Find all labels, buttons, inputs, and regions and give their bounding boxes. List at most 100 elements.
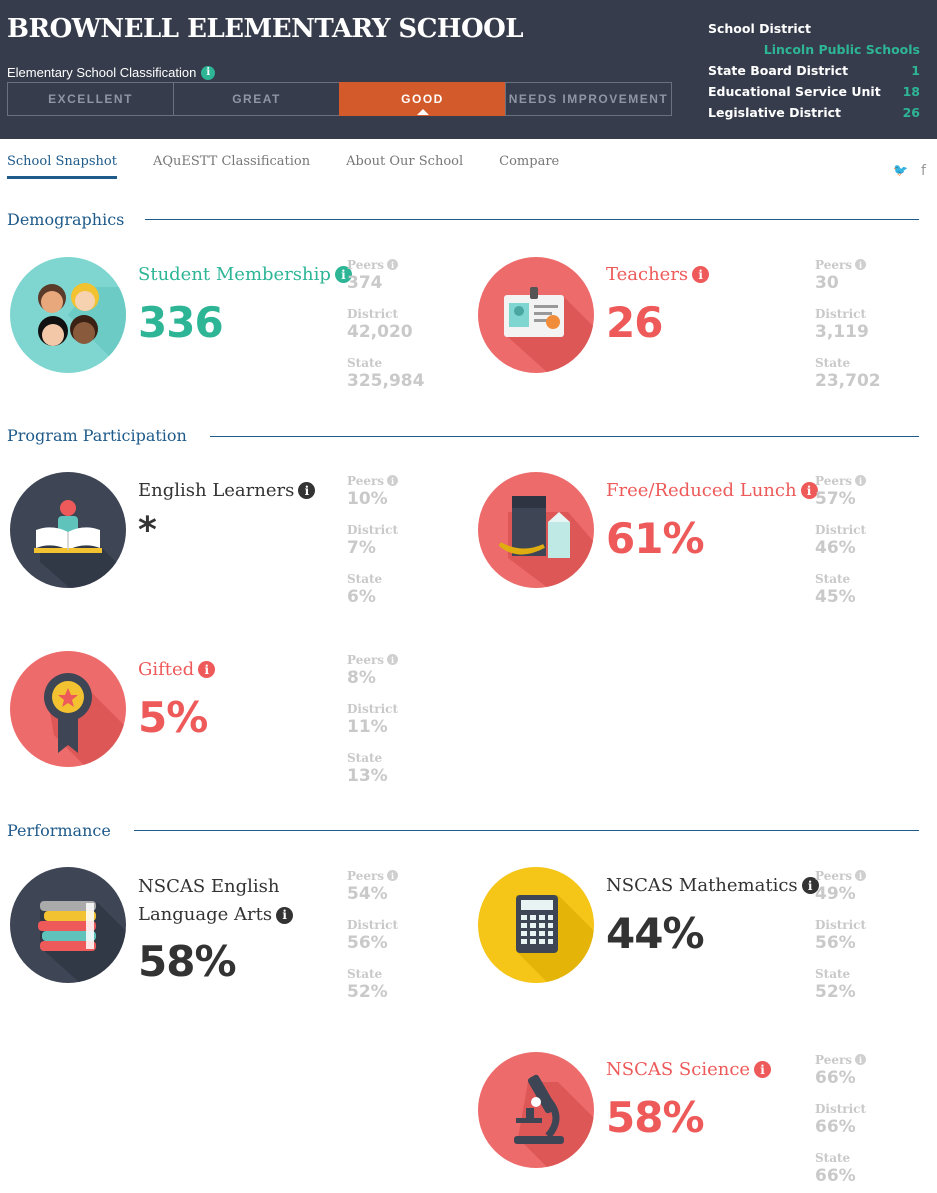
facebook-icon[interactable]: f [921, 163, 926, 179]
district-value: 46% [815, 538, 856, 558]
gifted-comparisons: Peers i 8% District 11% State 13% [347, 651, 447, 798]
nscas-science-label-text: NSCAS Science [606, 1059, 751, 1080]
school-header: BROWNELL ELEMENTARY SCHOOL Elementary Sc… [0, 0, 937, 139]
tab-school-snapshot[interactable]: School Snapshot [7, 153, 117, 179]
info-icon[interactable]: i [387, 259, 399, 270]
state-value: 6% [347, 587, 376, 607]
district-label: District [347, 701, 398, 716]
peers-value: 10% [347, 489, 388, 509]
rating-excellent[interactable]: EXCELLENT [7, 82, 174, 116]
peers-value: 54% [347, 884, 388, 904]
state-label: State [347, 571, 383, 586]
tab-about-our-school[interactable]: About Our School [346, 154, 464, 169]
english-learners-label: English Learners i [138, 480, 316, 501]
program-participation-title: Program Participation [7, 425, 187, 445]
state-value: 52% [347, 982, 388, 1002]
students-icon [10, 257, 126, 373]
state-label: State [347, 355, 383, 370]
peers-value: 49% [815, 884, 856, 904]
state-label: State [815, 1150, 851, 1165]
legislative-label: Legislative District [708, 105, 841, 120]
esu-value: 18 [902, 84, 920, 99]
snapshot-nav: School Snapshot AQuESTT Classification A… [7, 153, 559, 179]
school-district-label: School District [708, 21, 812, 36]
rating-great[interactable]: GREAT [173, 82, 340, 116]
classification-label-text: Elementary School Classification [7, 65, 197, 80]
district-value: 42,020 [347, 322, 413, 342]
district-value: 11% [347, 717, 388, 737]
nscas-science-comparisons: Peers i 66% District 66% State 66% [815, 1051, 915, 1193]
info-icon[interactable]: i [801, 877, 819, 894]
info-icon[interactable]: i [201, 65, 216, 80]
info-icon[interactable]: i [692, 266, 710, 283]
district-label: District [347, 917, 398, 932]
peers-value: 374 [347, 273, 383, 293]
nscas-ela-label: NSCAS English Language Arts i [138, 873, 338, 929]
state-value: 52% [815, 982, 856, 1002]
student-membership-label-text: Student Membership [138, 264, 331, 285]
peers-label: Peers [347, 473, 385, 488]
peers-label: Peers [815, 257, 853, 272]
peers-value: 66% [815, 1068, 856, 1088]
info-icon[interactable]: i [387, 475, 399, 486]
performance-heading: Performance [7, 819, 111, 841]
free-reduced-lunch-label: Free/Reduced Lunch i [606, 480, 818, 501]
district-value: 66% [815, 1117, 856, 1137]
district-value: 56% [815, 933, 856, 953]
district-label: District [815, 1101, 866, 1116]
gifted-value: 5% [138, 693, 208, 742]
nscas-ela-label-line1: NSCAS English [138, 876, 280, 897]
tab-compare[interactable]: Compare [499, 154, 560, 169]
info-icon[interactable]: i [387, 654, 399, 665]
teachers-value: 26 [606, 298, 663, 347]
district-value: 7% [347, 538, 376, 558]
nscas-science-label: NSCAS Science i [606, 1059, 772, 1080]
state-value: 23,702 [815, 371, 881, 391]
section-divider [145, 219, 919, 220]
info-icon[interactable]: i [754, 1061, 772, 1078]
peers-value: 8% [347, 668, 376, 688]
demographics-title: Demographics [7, 209, 125, 229]
peers-label: Peers [815, 473, 853, 488]
info-icon[interactable]: i [800, 482, 818, 499]
info-icon[interactable]: i [198, 661, 216, 678]
school-name: BROWNELL ELEMENTARY SCHOOL [7, 14, 524, 44]
performance-title: Performance [7, 820, 111, 840]
esu-row: Educational Service Unit 18 [708, 81, 920, 102]
district-value: 56% [347, 933, 388, 953]
info-icon[interactable]: i [855, 1054, 867, 1065]
district-label: District [815, 306, 866, 321]
school-district-value[interactable]: Lincoln Public Schools [763, 42, 920, 57]
district-label: District [815, 917, 866, 932]
tab-aquestt-classification[interactable]: AQuESTT Classification [152, 154, 311, 169]
peers-value: 30 [815, 273, 839, 293]
info-icon[interactable]: i [855, 870, 867, 881]
rating-needs-improvement[interactable]: NEEDS IMPROVEMENT [505, 82, 672, 116]
info-icon[interactable]: i [387, 870, 399, 881]
rating-good[interactable]: GOOD [339, 82, 506, 116]
peers-label: Peers [815, 868, 853, 883]
free-reduced-lunch-comparisons: Peers i 57% District 46% State 45% [815, 472, 915, 619]
gifted-label-text: Gifted [138, 659, 195, 680]
teachers-label-text: Teachers [606, 264, 689, 285]
peers-label: Peers [347, 868, 385, 883]
student-membership-comparisons: Peers i 374 District 42,020 State 325,984 [347, 256, 447, 403]
nscas-math-label-text: NSCAS Mathematics [606, 875, 798, 896]
student-membership-value: 336 [138, 298, 224, 347]
state-value: 13% [347, 766, 388, 786]
peers-label: Peers [815, 1052, 853, 1067]
state-label: State [347, 750, 383, 765]
free-reduced-lunch-label-text: Free/Reduced Lunch [606, 480, 797, 501]
state-value: 45% [815, 587, 856, 607]
legislative-row: Legislative District 26 [708, 102, 920, 123]
section-divider [210, 436, 919, 437]
state-value: 325,984 [347, 371, 425, 391]
school-district-value-row: Lincoln Public Schools [708, 39, 920, 60]
school-district-row: School District [708, 18, 920, 39]
info-icon[interactable]: i [276, 906, 294, 924]
info-icon[interactable]: i [298, 482, 316, 499]
info-icon[interactable]: i [334, 266, 352, 283]
twitter-icon[interactable]: 🐦 [893, 163, 908, 177]
info-icon[interactable]: i [855, 259, 867, 270]
info-icon[interactable]: i [855, 475, 867, 486]
